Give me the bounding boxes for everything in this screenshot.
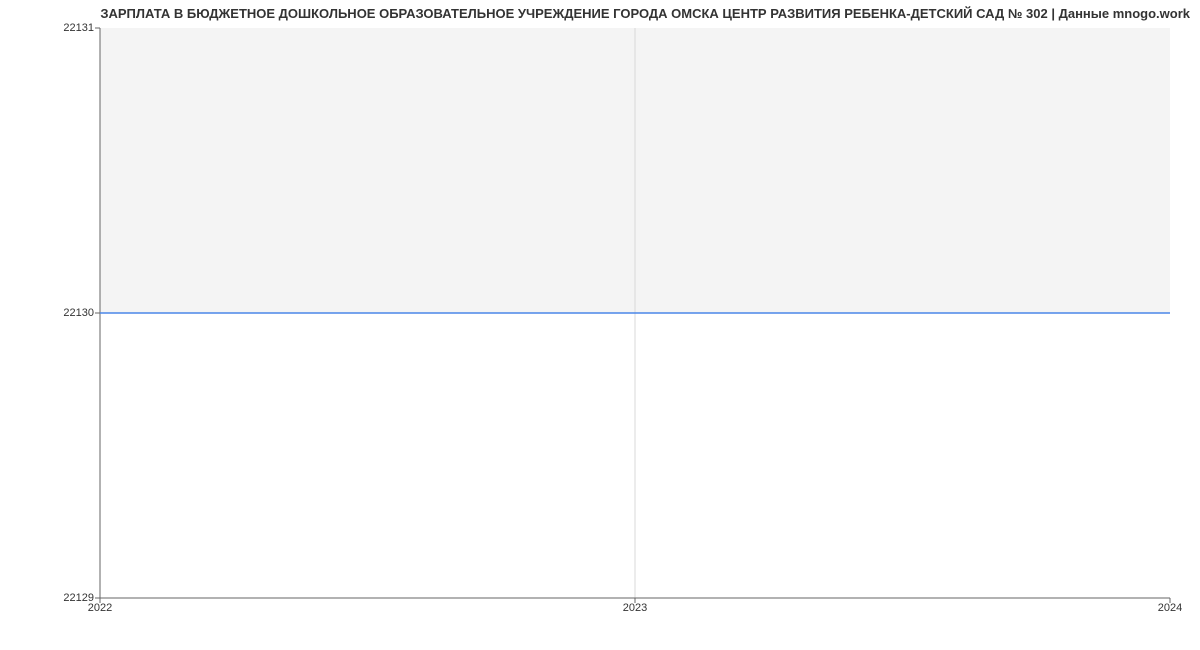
y-tick-label: 22129 [4, 592, 94, 604]
x-tick-label: 2023 [623, 602, 647, 614]
y-tick-label: 22131 [4, 22, 94, 34]
chart-container: ЗАРПЛАТА В БЮДЖЕТНОЕ ДОШКОЛЬНОЕ ОБРАЗОВА… [0, 0, 1200, 650]
y-tick-label: 22130 [4, 307, 94, 319]
chart-svg [100, 28, 1170, 598]
x-tick-label: 2022 [88, 602, 112, 614]
chart-title: ЗАРПЛАТА В БЮДЖЕТНОЕ ДОШКОЛЬНОЕ ОБРАЗОВА… [0, 6, 1190, 21]
x-tick-label: 2024 [1158, 602, 1182, 614]
plot-area [100, 28, 1170, 598]
